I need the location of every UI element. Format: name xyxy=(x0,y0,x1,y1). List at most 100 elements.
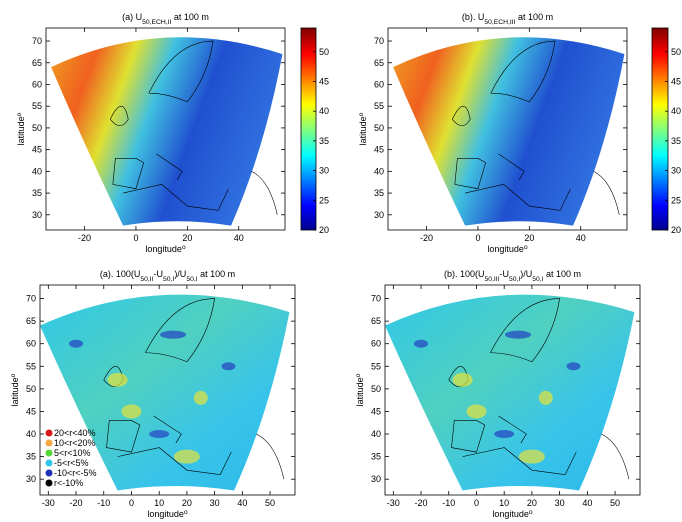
legend-label: 5<r<10% xyxy=(54,448,91,458)
text-part: o xyxy=(16,112,23,116)
x-tick-label: 10 xyxy=(154,498,164,508)
x-tick-label: 20 xyxy=(182,498,192,508)
text-part: o xyxy=(529,509,533,516)
x-tick-label: -20 xyxy=(420,233,433,243)
legend-swatch xyxy=(45,449,53,457)
colorbar-tick-label: 25 xyxy=(319,195,329,205)
x-tick-label: 20 xyxy=(527,498,537,508)
text-part: (a). 100(U xyxy=(100,269,141,279)
legend-label: -10<r<-5% xyxy=(54,468,97,478)
y-tick-label: 50 xyxy=(26,384,36,394)
colorbar-tick-label: 20 xyxy=(319,225,329,235)
y-tick-label: 70 xyxy=(371,294,381,304)
model-domain xyxy=(385,294,635,491)
y-tick-label: 45 xyxy=(371,406,381,416)
x-tick-label: -10 xyxy=(97,498,110,508)
y-axis-label: latitudeo xyxy=(10,373,21,406)
panel-title: (a). 100(U50,II-U50,I)/U50,I at 100 m xyxy=(100,269,235,283)
x-tick-label: -30 xyxy=(387,498,400,508)
text-part: latitude xyxy=(358,116,368,145)
y-tick-label: 30 xyxy=(374,210,384,220)
y-tick-label: 50 xyxy=(32,123,42,133)
text-part: (b). 100(U xyxy=(444,269,485,279)
x-axis-label: longitudeo xyxy=(145,244,186,255)
y-tick-label: 70 xyxy=(26,294,36,304)
model-domain xyxy=(40,294,290,491)
text-part: 50,II xyxy=(140,276,153,283)
text-part: )/U xyxy=(174,269,186,279)
y-tick-label: 35 xyxy=(371,452,381,462)
x-tick-label: -20 xyxy=(70,498,83,508)
y-tick-label: 60 xyxy=(371,339,381,349)
x-tick-label: 40 xyxy=(576,233,586,243)
panel-title: (b). U50,ECH,III at 100 m xyxy=(462,12,553,26)
text-part: (a) U xyxy=(122,12,142,22)
y-tick-label: 70 xyxy=(32,36,42,46)
x-tick-label: 0 xyxy=(475,233,480,243)
x-tick-label: -20 xyxy=(415,498,428,508)
colorbar-tick-label: 50 xyxy=(319,47,329,57)
colorbar-tick-label: 30 xyxy=(319,166,329,176)
ratio-patch xyxy=(69,339,84,348)
text-part: longitude xyxy=(147,509,184,519)
axes-box xyxy=(384,284,641,496)
colorbar xyxy=(651,27,669,231)
x-tick-label: 50 xyxy=(265,498,275,508)
colorbar-tick-label: 45 xyxy=(671,76,681,86)
ratio-patch xyxy=(193,390,208,405)
legend-swatch xyxy=(45,469,53,477)
x-tick-label: 30 xyxy=(555,498,565,508)
y-tick-label: 55 xyxy=(26,361,36,371)
x-tick-label: -10 xyxy=(442,498,455,508)
legend-swatch xyxy=(45,439,53,447)
ratio-patch xyxy=(221,362,236,371)
ratio-patch xyxy=(538,390,553,405)
y-tick-label: 50 xyxy=(374,123,384,133)
colorbar-tick-label: 20 xyxy=(671,225,681,235)
y-tick-label: 35 xyxy=(32,188,42,198)
axes-box xyxy=(45,27,286,231)
text-part: at 100 m xyxy=(198,269,236,279)
text-part: 50,I xyxy=(186,276,197,283)
x-tick-label: 20 xyxy=(524,233,534,243)
legend-label: r<-10% xyxy=(54,478,83,488)
text-part: -U xyxy=(154,269,164,279)
ratio-patch xyxy=(121,404,142,419)
text-part: 50,III xyxy=(484,276,499,283)
y-axis-label: latitudeo xyxy=(355,373,366,406)
x-axis-label: longitudeo xyxy=(147,509,188,520)
y-tick-label: 40 xyxy=(371,429,381,439)
text-part: 50,ECH,II xyxy=(142,19,171,26)
text-part: latitude xyxy=(10,377,20,406)
y-tick-label: 55 xyxy=(374,101,384,111)
coastline xyxy=(109,40,278,215)
x-axis-label: longitudeo xyxy=(487,244,528,255)
y-tick-label: 35 xyxy=(26,452,36,462)
x-tick-label: 10 xyxy=(499,498,509,508)
ratio-patch xyxy=(414,339,429,348)
x-tick-label: 40 xyxy=(234,233,244,243)
y-tick-label: 65 xyxy=(32,58,42,68)
model-domain xyxy=(393,37,625,226)
x-tick-label: -30 xyxy=(42,498,55,508)
y-axis-label: latitudeo xyxy=(16,112,27,145)
y-axis-label: latitudeo xyxy=(358,112,369,145)
legend-label: -5<r<5% xyxy=(54,458,89,468)
x-tick-label: 40 xyxy=(582,498,592,508)
y-tick-label: 30 xyxy=(371,474,381,484)
x-tick-label: -20 xyxy=(78,233,91,243)
colorbar-tick-label: 40 xyxy=(671,106,681,116)
ratio-patch xyxy=(107,372,128,387)
y-tick-label: 45 xyxy=(26,406,36,416)
text-part: o xyxy=(355,373,362,377)
axes-box xyxy=(39,284,296,496)
ratio-patch xyxy=(160,330,187,339)
y-tick-label: 40 xyxy=(26,429,36,439)
y-tick-label: 30 xyxy=(26,474,36,484)
ratio-patch xyxy=(494,430,515,439)
colorbar-tick-label: 35 xyxy=(319,136,329,146)
legend-swatch xyxy=(45,479,53,487)
text-part: 50,I xyxy=(163,276,174,283)
x-tick-label: 40 xyxy=(237,498,247,508)
y-tick-label: 60 xyxy=(26,339,36,349)
